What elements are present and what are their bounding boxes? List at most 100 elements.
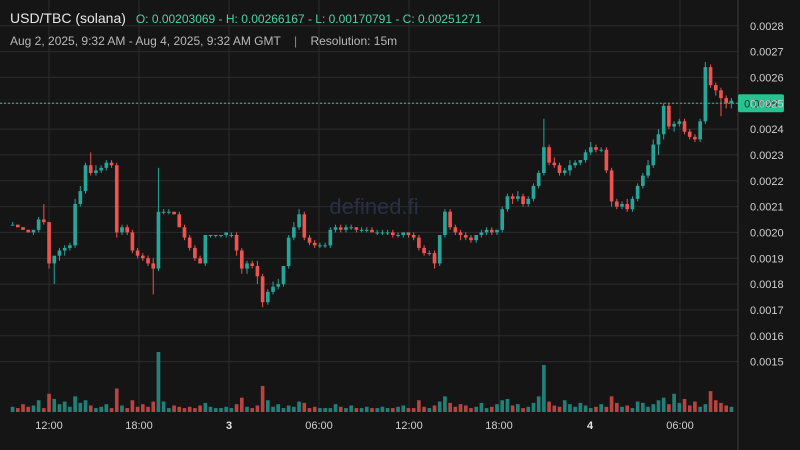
candle[interactable]	[255, 260, 260, 285]
candle[interactable]	[437, 235, 442, 266]
candle[interactable]	[489, 227, 494, 235]
candle[interactable]	[36, 216, 41, 233]
candle[interactable]	[213, 235, 218, 238]
candle[interactable]	[219, 235, 223, 238]
candle[interactable]	[703, 61, 708, 124]
candle[interactable]	[604, 147, 609, 173]
candle[interactable]	[229, 232, 234, 238]
candle[interactable]	[708, 64, 713, 88]
time-axis[interactable]: 12:00 18:00 3 06:00 12:00 18:00 4 06:00	[35, 420, 694, 432]
candle[interactable]	[359, 227, 364, 233]
candle[interactable]	[656, 129, 661, 155]
candle[interactable]	[614, 198, 619, 210]
candle[interactable]	[52, 255, 57, 285]
candle[interactable]	[427, 250, 432, 256]
candle[interactable]	[406, 232, 411, 238]
candle[interactable]	[391, 229, 395, 238]
candle[interactable]	[469, 235, 473, 243]
candle[interactable]	[536, 170, 541, 189]
candle[interactable]	[94, 165, 98, 176]
candle[interactable]	[588, 142, 593, 155]
candle[interactable]	[562, 167, 567, 176]
candle[interactable]	[333, 224, 338, 233]
candle[interactable]	[312, 240, 317, 248]
candle[interactable]	[297, 209, 301, 230]
candle[interactable]	[125, 224, 130, 235]
candle[interactable]	[370, 227, 374, 233]
candle[interactable]	[286, 235, 291, 269]
candle[interactable]	[104, 160, 109, 171]
candle[interactable]	[646, 160, 650, 179]
candle[interactable]	[156, 167, 161, 272]
candle[interactable]	[292, 222, 296, 241]
candle[interactable]	[495, 229, 499, 235]
candle[interactable]	[396, 232, 400, 238]
candle[interactable]	[687, 129, 692, 140]
candle[interactable]	[234, 232, 239, 256]
candle[interactable]	[42, 204, 46, 225]
candle[interactable]	[635, 183, 640, 202]
candle[interactable]	[260, 273, 265, 308]
candle[interactable]	[682, 118, 687, 135]
candle[interactable]	[302, 211, 307, 241]
candle[interactable]	[307, 235, 312, 246]
candle[interactable]	[458, 229, 463, 241]
candle[interactable]	[15, 224, 20, 228]
candle[interactable]	[698, 118, 702, 142]
candle[interactable]	[73, 198, 77, 248]
candle[interactable]	[151, 258, 156, 295]
candle[interactable]	[62, 245, 67, 256]
candle[interactable]	[531, 183, 536, 202]
candle[interactable]	[198, 255, 202, 264]
candle[interactable]	[167, 209, 171, 215]
candle[interactable]	[99, 165, 103, 173]
candle[interactable]	[474, 235, 478, 243]
candle[interactable]	[625, 198, 630, 212]
candle[interactable]	[21, 227, 25, 230]
candle[interactable]	[609, 167, 614, 207]
candle[interactable]	[448, 209, 452, 230]
candle[interactable]	[271, 281, 275, 295]
candle[interactable]	[114, 162, 119, 238]
candle[interactable]	[78, 185, 83, 207]
candle[interactable]	[245, 260, 249, 274]
candle[interactable]	[344, 224, 348, 233]
candle[interactable]	[26, 229, 31, 233]
candle[interactable]	[599, 147, 604, 153]
candle[interactable]	[667, 103, 671, 130]
candle[interactable]	[375, 229, 380, 235]
candle[interactable]	[224, 232, 228, 238]
candle[interactable]	[713, 82, 718, 96]
candle[interactable]	[349, 224, 353, 230]
candle[interactable]	[661, 103, 666, 140]
candle[interactable]	[417, 235, 421, 251]
candle[interactable]	[266, 289, 270, 305]
candle[interactable]	[453, 224, 458, 235]
candle[interactable]	[568, 160, 572, 176]
candle[interactable]	[729, 98, 734, 109]
candle[interactable]	[516, 191, 520, 202]
candle[interactable]	[479, 229, 484, 238]
candle[interactable]	[385, 229, 390, 235]
resolution-label[interactable]: Resolution: 15m	[310, 34, 398, 48]
candle[interactable]	[542, 118, 546, 176]
candle[interactable]	[620, 201, 624, 210]
candle[interactable]	[161, 209, 166, 215]
candle[interactable]	[281, 266, 286, 287]
candle[interactable]	[484, 227, 489, 235]
candle[interactable]	[693, 134, 697, 142]
candle[interactable]	[130, 229, 135, 254]
candle[interactable]	[672, 121, 676, 132]
candle[interactable]	[328, 227, 333, 248]
candle[interactable]	[203, 235, 208, 266]
candle[interactable]	[83, 162, 88, 194]
candle[interactable]	[526, 196, 531, 207]
candle[interactable]	[719, 87, 723, 117]
candle[interactable]	[630, 196, 635, 212]
candle[interactable]	[68, 242, 72, 251]
candle[interactable]	[552, 157, 557, 168]
candle[interactable]	[140, 253, 145, 261]
candlesticks[interactable]	[10, 61, 734, 308]
candle[interactable]	[510, 193, 515, 204]
